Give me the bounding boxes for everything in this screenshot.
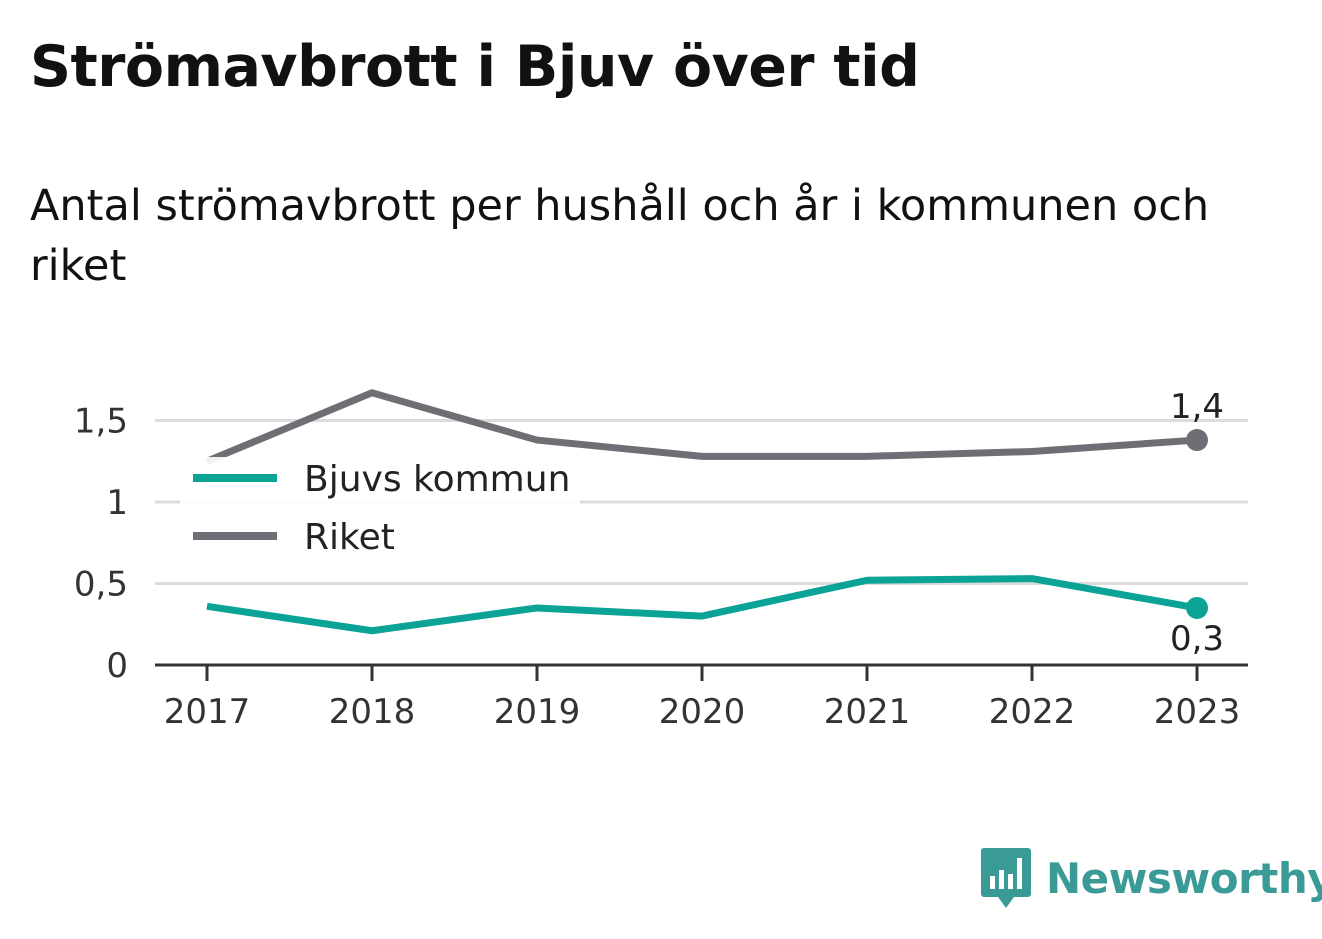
chart-subtitle: Antal strömavbrott per hushåll och år i …	[30, 181, 1210, 291]
series-line-1	[205, 389, 1198, 465]
data-label: 1,4	[1170, 387, 1224, 427]
x-tick-label: 2017	[164, 692, 251, 732]
legend: Bjuvs kommun Riket	[180, 457, 580, 575]
series-lines	[205, 389, 1208, 635]
x-tick-label: 2022	[989, 692, 1076, 732]
newsworthy-logo-icon	[981, 848, 1031, 908]
x-axis: 2017 2018 2019 2020 2021 2022 2023	[155, 663, 1248, 732]
x-tick-label: 2018	[329, 692, 416, 732]
y-tick-label: 0	[106, 646, 128, 686]
y-axis-ticks: 0 0,5 1 1,5	[74, 402, 128, 687]
x-tick-label: 2023	[1154, 692, 1241, 732]
chart-title: Strömavbrott i Bjuv över tid	[30, 34, 920, 100]
x-tick-label: 2020	[659, 692, 746, 732]
series-line-0	[206, 575, 1198, 635]
y-tick-label: 0,5	[74, 565, 128, 605]
series-end-point-0	[1186, 596, 1208, 619]
y-tick-label: 1	[106, 483, 128, 523]
series-end-point-1	[1186, 429, 1208, 452]
x-tick-label: 2019	[494, 692, 581, 732]
data-label: 0,3	[1170, 619, 1224, 659]
y-tick-label: 1,5	[74, 402, 128, 442]
legend-label: Bjuvs kommun	[304, 459, 570, 500]
x-tick-label: 2021	[824, 692, 911, 732]
legend-label: Riket	[304, 517, 395, 558]
end-labels: 0,3 1,4	[1170, 387, 1224, 659]
brand-name: Newsworthy	[1046, 853, 1322, 903]
brand-logo: Newsworthy	[980, 846, 1322, 910]
